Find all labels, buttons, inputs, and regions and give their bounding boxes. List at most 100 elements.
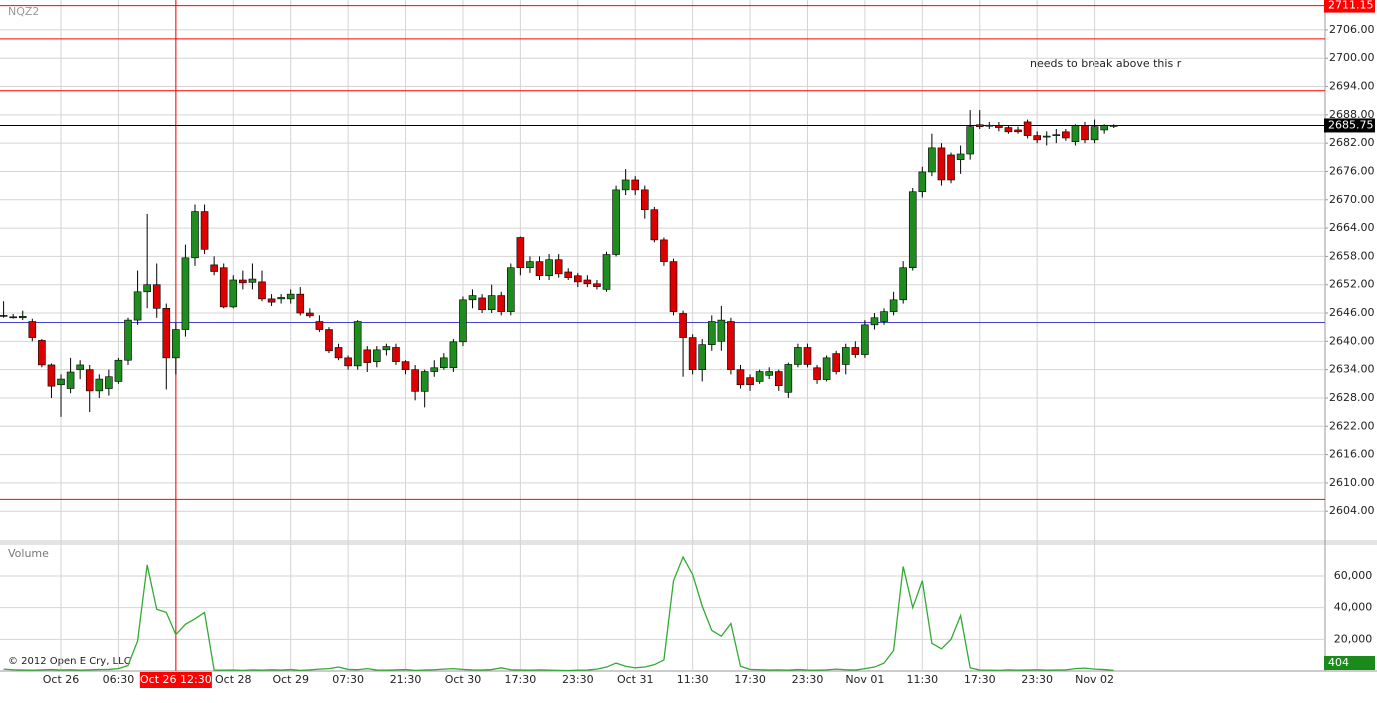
candle-body xyxy=(47,364,56,387)
candle-body xyxy=(985,124,994,127)
candle-body xyxy=(105,376,113,389)
y-tick-label: 2670.00 xyxy=(1329,193,1375,206)
candle-body xyxy=(995,125,1003,128)
x-tick-label: 07:30 xyxy=(332,673,364,686)
x-tick-label: 23:30 xyxy=(562,673,594,686)
candle-body xyxy=(1100,125,1108,131)
candle-body xyxy=(239,279,247,284)
candle-body xyxy=(363,349,372,363)
y-tick-label: 2706.00 xyxy=(1329,23,1375,36)
candle-body xyxy=(38,340,46,366)
candle-body xyxy=(841,347,850,365)
candle-body xyxy=(344,357,352,367)
candle-body xyxy=(85,369,94,392)
candle-body xyxy=(497,295,506,312)
candle-body xyxy=(334,347,343,359)
candle-body xyxy=(698,344,707,370)
volume-line xyxy=(3,555,1114,672)
candle-body xyxy=(152,284,161,309)
y-tick-label: 2664.00 xyxy=(1329,221,1375,234)
candle-body xyxy=(870,317,879,326)
y-tick-label: 2694.00 xyxy=(1329,80,1375,93)
candle-body xyxy=(880,311,888,322)
candle-body xyxy=(210,264,218,272)
x-tick-label: Nov 01 xyxy=(845,673,884,686)
candle-body xyxy=(803,347,812,365)
candle-body xyxy=(813,367,821,380)
y-tick-label: 20,000 xyxy=(1334,632,1373,645)
y-tick-label: 40,000 xyxy=(1334,601,1373,614)
candle-body xyxy=(0,315,8,317)
candle-body xyxy=(459,299,467,343)
price-label: 2711.15 xyxy=(1328,0,1374,12)
candle-body xyxy=(277,297,285,300)
x-tick-label: Oct 31 xyxy=(617,673,654,686)
candle-body xyxy=(899,267,907,301)
candle-body xyxy=(947,154,955,181)
candle-body xyxy=(765,371,774,376)
candle-body xyxy=(851,347,860,355)
candle-body xyxy=(248,278,257,283)
y-tick-label: 2646.00 xyxy=(1329,306,1375,319)
candle-body xyxy=(727,321,735,370)
candle-body xyxy=(9,316,17,319)
price-label: 2685.75 xyxy=(1328,118,1374,131)
plot: Oct 26 06:30 Oct 26 12:30 Oct 28 Oct 29 07:30… xyxy=(0,0,1375,688)
candle-body xyxy=(258,281,266,300)
candle-body xyxy=(746,377,754,386)
candle-body xyxy=(306,312,314,317)
candle-body xyxy=(774,371,783,386)
price-label-bg xyxy=(1324,118,1375,133)
x-tick-label: 11:30 xyxy=(906,673,938,686)
candle-body xyxy=(286,293,295,300)
candle-body xyxy=(564,271,573,278)
price-label-bg xyxy=(1324,0,1375,13)
pane-separator xyxy=(0,540,1377,545)
candle-body xyxy=(353,321,362,367)
volume-title: Volume xyxy=(8,547,49,560)
annotation: needs to break above this r xyxy=(1030,57,1182,70)
candle-body xyxy=(918,171,927,193)
candle-body xyxy=(908,191,917,269)
candle-body xyxy=(593,283,601,287)
y-tick-label: 2604.00 xyxy=(1329,504,1375,517)
candle-body xyxy=(640,189,649,210)
candle-body xyxy=(487,295,496,311)
candle-body xyxy=(1081,125,1089,141)
candle-body xyxy=(1033,135,1041,141)
x-tick-label: Oct 26 12:30 xyxy=(140,673,212,686)
candle-body xyxy=(650,209,659,241)
candle-body xyxy=(1062,131,1070,139)
x-tick-label: 06:30 xyxy=(103,673,135,686)
x-tick-label: 17:30 xyxy=(734,673,766,686)
y-tick-label: 2688.00 xyxy=(1329,108,1375,121)
candle-body xyxy=(95,378,104,392)
credit: © 2012 Open E Cry, LLC xyxy=(8,656,131,667)
candle-body xyxy=(124,319,132,361)
candle-body xyxy=(688,337,697,370)
candle-body xyxy=(172,329,180,359)
candle-body xyxy=(267,298,276,303)
candle-body xyxy=(191,211,199,259)
candle-body xyxy=(392,347,400,362)
candle-body xyxy=(612,189,620,255)
candle-body xyxy=(76,364,84,370)
x-tick-label: 23:30 xyxy=(792,673,824,686)
candle-body xyxy=(832,353,840,372)
y-tick-label: 2640.00 xyxy=(1329,334,1375,347)
y-tick-label: 60,000 xyxy=(1334,569,1373,582)
x-tick-label: Oct 26 xyxy=(43,673,80,686)
candle-body xyxy=(526,261,534,269)
candle-body xyxy=(57,378,65,386)
candle-body xyxy=(1052,134,1061,136)
candle-body xyxy=(755,371,764,382)
candle-body xyxy=(66,371,75,389)
last-value-bg xyxy=(1324,656,1375,670)
candle-body xyxy=(430,367,439,372)
candle-body xyxy=(573,275,582,283)
x-tick-label: 23:30 xyxy=(1021,673,1053,686)
candle-body xyxy=(602,254,611,290)
candle-body xyxy=(621,179,630,191)
candle-body xyxy=(679,313,687,338)
candle-body xyxy=(669,261,678,312)
